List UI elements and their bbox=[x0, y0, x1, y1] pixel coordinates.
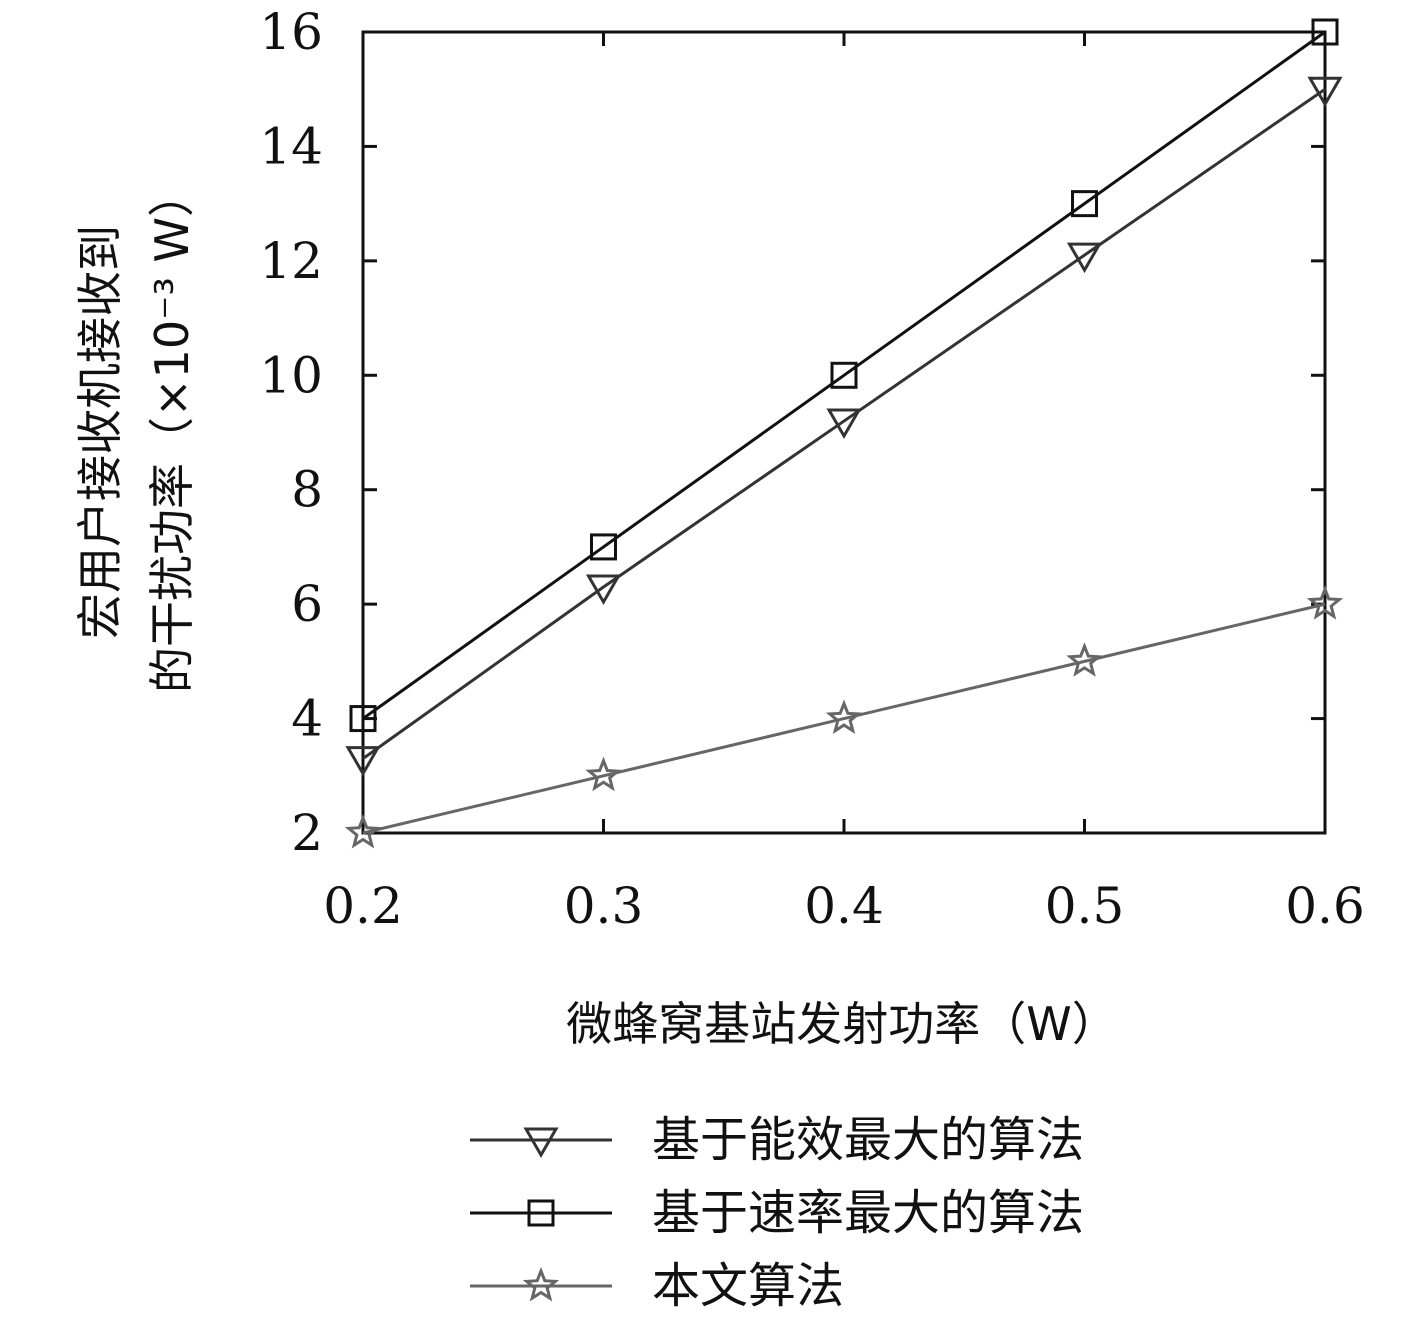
x-tick-label: 0.4 bbox=[804, 877, 884, 935]
series-2 bbox=[349, 18, 1339, 733]
x-tick-label: 0.6 bbox=[1285, 877, 1365, 935]
legend-entry-1: 基于能效最大的算法 bbox=[470, 1112, 1084, 1168]
legend-entry-3: 本文算法 bbox=[470, 1258, 844, 1314]
x-tick-label: 0.2 bbox=[323, 877, 403, 935]
legend-marker bbox=[523, 1127, 559, 1159]
y-tick-label: 2 bbox=[291, 804, 323, 862]
series-line bbox=[362, 30, 1326, 720]
data-point bbox=[1066, 242, 1103, 274]
y-tick-label: 4 bbox=[291, 690, 323, 748]
data-point bbox=[1066, 642, 1103, 677]
data-point bbox=[830, 361, 858, 389]
legend-label: 本文算法 bbox=[652, 1258, 844, 1314]
data-point bbox=[1311, 18, 1339, 46]
axis-ticks: 0.2 0.3 0.4 0.5 0.6 2 4 6 8 10 12 14 16 bbox=[259, 3, 1364, 935]
legend-label: 基于能效最大的算法 bbox=[652, 1112, 1084, 1168]
data-point bbox=[349, 705, 377, 733]
series-line bbox=[362, 87, 1326, 760]
series-3 bbox=[344, 585, 1344, 849]
y-tick-label: 8 bbox=[291, 461, 323, 519]
x-axis-label: 微蜂窝基站发射功率（W） bbox=[566, 997, 1117, 1051]
x-tick-label: 0.5 bbox=[1045, 877, 1125, 935]
plot-frame bbox=[361, 30, 1327, 835]
data-point bbox=[344, 813, 382, 849]
legend-marker bbox=[527, 1199, 555, 1227]
y-tick-label: 6 bbox=[291, 575, 323, 633]
data-point bbox=[345, 746, 381, 777]
y-tick-label: 16 bbox=[259, 3, 323, 61]
data-point bbox=[825, 699, 863, 735]
y-axis-label-line2: 的干扰功率（×10⁻³ W） bbox=[145, 171, 199, 693]
data-point bbox=[1307, 76, 1343, 108]
data-point bbox=[590, 533, 617, 561]
y-tick-label: 14 bbox=[259, 117, 323, 175]
series-layer bbox=[344, 18, 1344, 849]
data-point bbox=[585, 574, 622, 605]
y-tick-label: 12 bbox=[259, 232, 323, 290]
series-line bbox=[362, 602, 1326, 835]
y-tick-label: 10 bbox=[259, 346, 323, 404]
legend-entry-2: 基于速率最大的算法 bbox=[470, 1185, 1084, 1241]
data-point bbox=[826, 408, 862, 440]
y-axis-label-line1: 宏用户接收机接收到 bbox=[73, 225, 127, 639]
data-point bbox=[585, 756, 622, 792]
x-tick-label: 0.3 bbox=[564, 877, 644, 935]
legend-marker bbox=[522, 1266, 560, 1302]
data-point bbox=[1071, 190, 1098, 218]
data-point bbox=[1306, 585, 1344, 620]
legend-label: 基于速率最大的算法 bbox=[652, 1185, 1084, 1241]
series-1 bbox=[345, 76, 1343, 777]
